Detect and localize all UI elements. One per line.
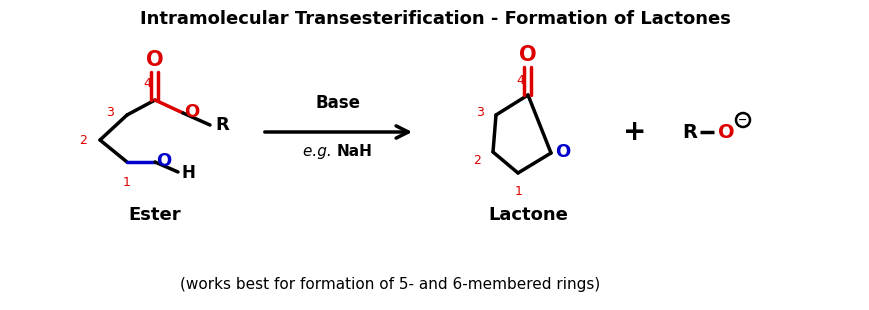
Text: O: O (146, 50, 163, 70)
Text: O: O (554, 143, 569, 161)
Text: 3: 3 (106, 107, 114, 119)
Text: 4: 4 (515, 74, 523, 87)
Text: O: O (717, 122, 733, 141)
Text: (works best for formation of 5- and 6-membered rings): (works best for formation of 5- and 6-me… (180, 277, 600, 292)
Text: O: O (156, 152, 171, 170)
Text: Ester: Ester (129, 206, 181, 224)
Text: R: R (681, 122, 697, 141)
Text: −: − (738, 114, 746, 125)
Text: Intramolecular Transesterification - Formation of Lactones: Intramolecular Transesterification - For… (139, 10, 730, 28)
Text: e.g.: e.g. (302, 144, 336, 159)
Text: R: R (215, 116, 229, 134)
Text: 1: 1 (514, 185, 522, 198)
Text: 1: 1 (123, 176, 131, 189)
Text: O: O (183, 103, 199, 121)
Text: O: O (519, 45, 536, 65)
Text: 3: 3 (475, 107, 483, 119)
Text: NaH: NaH (336, 144, 372, 159)
Text: H: H (182, 164, 196, 182)
Text: 2: 2 (79, 134, 87, 147)
Text: Lactone: Lactone (488, 206, 567, 224)
Text: 4: 4 (143, 77, 151, 90)
Text: +: + (622, 118, 646, 146)
Text: 2: 2 (473, 154, 481, 167)
Text: Base: Base (315, 94, 361, 112)
